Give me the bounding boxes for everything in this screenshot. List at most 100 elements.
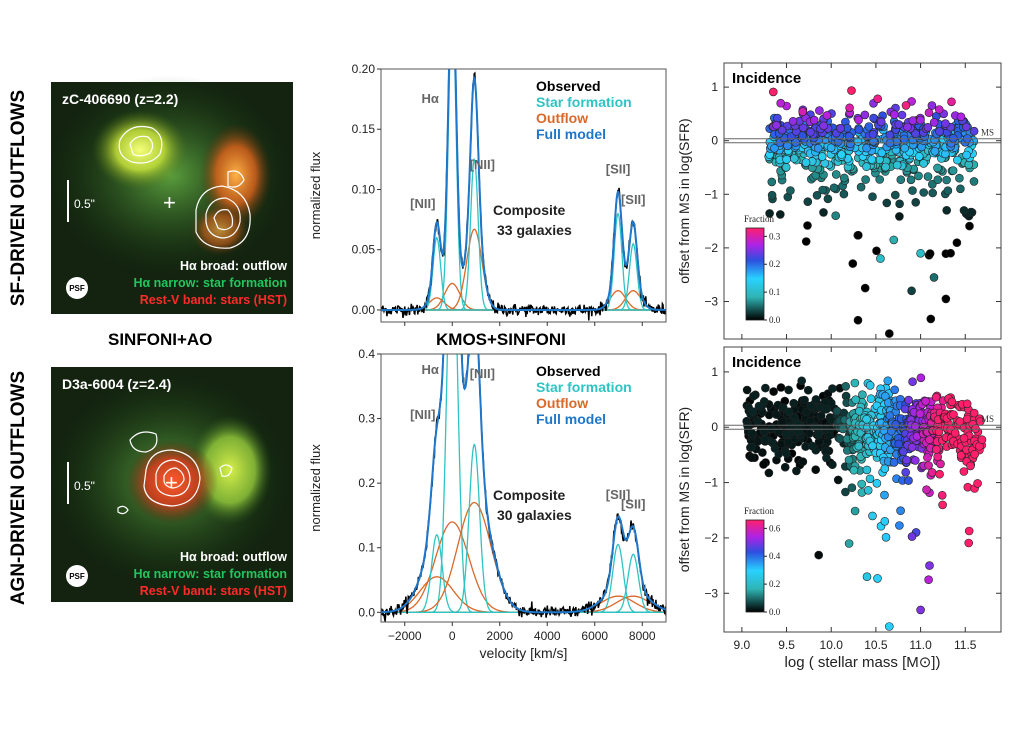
center-cross: + [163, 190, 176, 215]
x-tick-label: 9.0 [734, 638, 751, 652]
galaxy-point [925, 561, 934, 570]
galaxy-point [935, 469, 944, 479]
y-axis-label: offset from MS in log(SFR) [676, 407, 692, 572]
galaxy-point [937, 490, 947, 500]
y-tick-label: −2 [704, 241, 718, 255]
legend-entry: Outflow [536, 395, 588, 411]
galaxy-point [780, 462, 790, 472]
galaxy-point [907, 442, 917, 452]
galaxy-point [956, 112, 966, 122]
galaxy-point [776, 383, 786, 392]
galaxy-point [828, 384, 837, 393]
y-tick-label: 1 [711, 80, 718, 94]
galaxy-point [794, 427, 803, 436]
line-label: [SII] [606, 162, 631, 177]
x-tick-label: 4000 [534, 629, 561, 643]
galaxy-point [969, 408, 979, 418]
galaxy-point [867, 155, 877, 164]
galaxy-point [811, 465, 821, 475]
galaxy-point [896, 506, 905, 516]
galaxy-point [772, 120, 781, 130]
galaxy-point [798, 123, 808, 133]
colorbar [745, 519, 765, 613]
panel-title: Incidence [732, 354, 801, 371]
galaxy-point [949, 410, 958, 419]
galaxy-point [935, 127, 944, 136]
galaxy-point [819, 208, 828, 217]
galaxy-point [764, 468, 774, 478]
colorbar-tick-label: 0.3 [769, 231, 781, 241]
galaxy-point [862, 414, 871, 424]
galaxy-point [900, 143, 910, 153]
galaxy-point [942, 206, 952, 215]
psf-label: PSF [69, 572, 85, 581]
galaxy-point [880, 516, 890, 526]
x-tick-label: −2000 [388, 629, 422, 643]
galaxy-point [754, 401, 764, 411]
galaxy-point [936, 459, 945, 469]
galaxy-point [873, 94, 883, 104]
line-label: Hα [422, 362, 439, 377]
galaxy-image-agn: + 0.5" D3a-6004 (z=2.4) PSF Hα broad: ou… [51, 367, 293, 602]
galaxy-point [845, 103, 854, 113]
galaxy-point [916, 373, 926, 383]
colorbar-label: Fraction [744, 214, 774, 224]
galaxy-point [823, 194, 833, 204]
galaxy-point [946, 248, 955, 258]
x-tick-label: 2000 [486, 629, 513, 643]
galaxy-id: D3a-6004 (z=2.4) [62, 376, 171, 392]
galaxy-point [916, 605, 925, 615]
galaxy-point [839, 189, 849, 199]
galaxy-point [933, 452, 943, 462]
galaxy-point [953, 155, 962, 165]
plot-frame [723, 62, 1002, 340]
galaxy-point [881, 162, 890, 172]
contour-line [117, 505, 129, 515]
galaxy-image-sf: + 0.5" zC-406690 (z=2.2) PSF Hα broad: o… [50, 75, 293, 314]
y-tick-label: 0.10 [352, 182, 376, 196]
galaxy-point [872, 478, 882, 488]
legend-entry: Observed [536, 363, 601, 379]
galaxy-point [776, 98, 786, 108]
galaxy-point [783, 141, 792, 151]
galaxy-point [916, 115, 925, 125]
contour-line [213, 209, 234, 231]
galaxy-point [857, 479, 867, 489]
legend-entry: Star formation [536, 94, 632, 110]
legend-narrow: Hα narrow: star formation [133, 567, 287, 581]
galaxy-point [959, 467, 969, 476]
galaxy-point [853, 230, 863, 240]
galaxy-point [932, 445, 941, 454]
legend-entry: Star formation [536, 379, 632, 395]
line-label: [NII] [470, 157, 495, 172]
galaxy-point [965, 221, 974, 231]
galaxy-point [868, 511, 877, 521]
galaxy-point [971, 424, 980, 434]
galaxy-point [924, 461, 933, 470]
galaxy-point [803, 197, 813, 206]
galaxy-point [942, 175, 951, 185]
galaxy-point [786, 186, 795, 195]
colorbar-tick-label: 0.0 [769, 607, 781, 617]
galaxy-point [747, 429, 757, 438]
full-model-curve [381, 354, 666, 614]
galaxy-point [758, 448, 767, 457]
composite-label: Composite [493, 487, 566, 503]
ms-label: MS [981, 414, 994, 424]
contour-line [163, 467, 185, 489]
galaxy-point [748, 407, 758, 417]
galaxy-point [866, 394, 876, 404]
galaxy-point [771, 410, 781, 419]
plot-frame [380, 68, 667, 323]
contour-line [219, 464, 233, 477]
galaxy-point [907, 532, 917, 541]
galaxy-point [873, 574, 882, 583]
galaxy-point [767, 190, 777, 200]
y-axis-label: offset from MS in log(SFR) [676, 118, 692, 283]
galaxy-point [850, 378, 860, 388]
galaxy-point [761, 383, 770, 393]
contour-line [143, 449, 201, 507]
galaxy-point [901, 467, 911, 477]
line-label: [NII] [410, 407, 435, 422]
galaxy-point [898, 447, 908, 456]
